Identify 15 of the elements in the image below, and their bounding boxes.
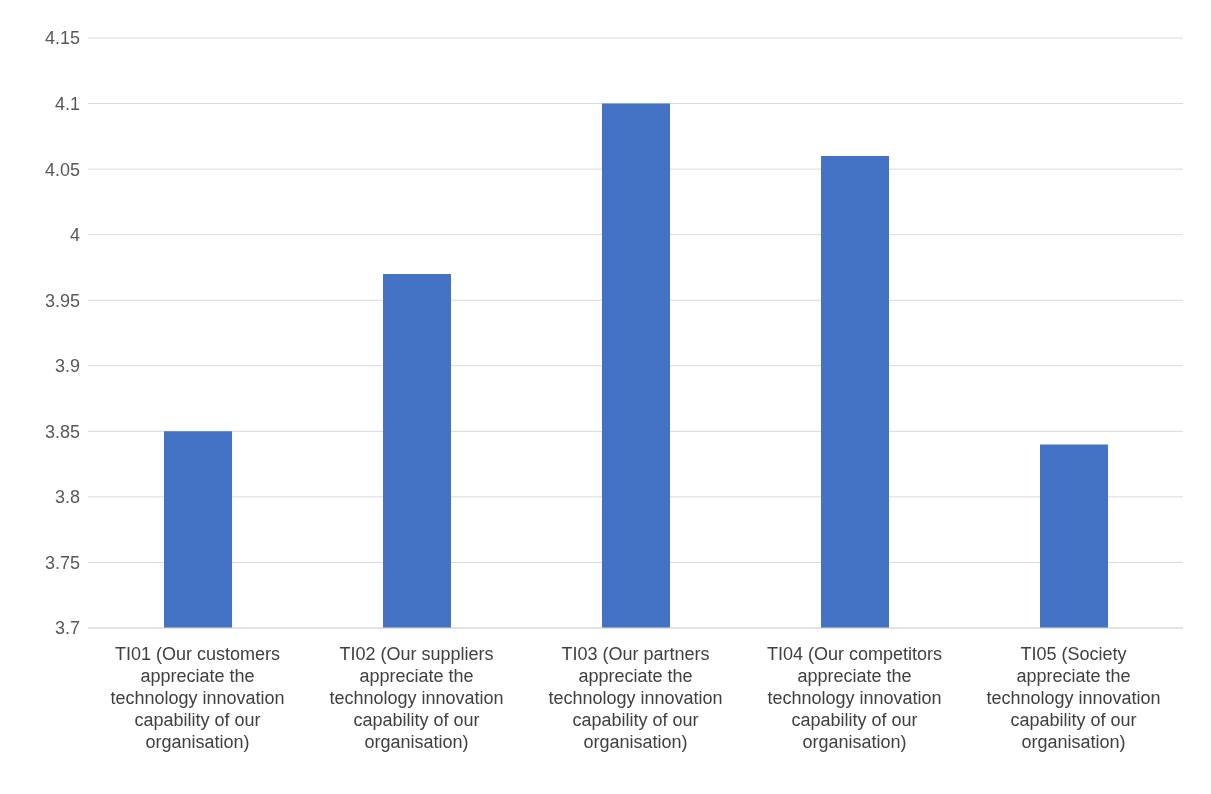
x-tick-label: TI03 (Our partners appreciate the technology innovation capability of our organisation) (548, 644, 723, 753)
y-tick-label: 4 (69, 225, 80, 246)
x-tick-label: TI01 (Our customers appreciate the technology innovation capability of our organisation) (110, 644, 285, 753)
y-tick-label: 3.95 (44, 290, 80, 311)
y-tick-label: 3.8 (54, 487, 80, 508)
y-tick-label: 3.85 (44, 421, 80, 442)
y-tick-label: 4.05 (44, 159, 80, 180)
x-tick-label: TI05 (Society appreciate the technology innovation capability of our organisation) (986, 644, 1161, 753)
y-tick-label: 4.1 (54, 93, 80, 114)
x-tick-label: TI02 (Our suppliers appreciate the technology innovation capability of our organisation) (329, 644, 504, 753)
x-tick-label: TI04 (Our competitors appreciate the technology innovation capability of our organisation) (766, 644, 943, 753)
y-tick-label: 3.9 (54, 356, 80, 377)
y-tick-label: 4.15 (44, 28, 80, 49)
y-tick-label: 3.75 (44, 552, 80, 573)
y-tick-label: 3.7 (54, 618, 80, 639)
